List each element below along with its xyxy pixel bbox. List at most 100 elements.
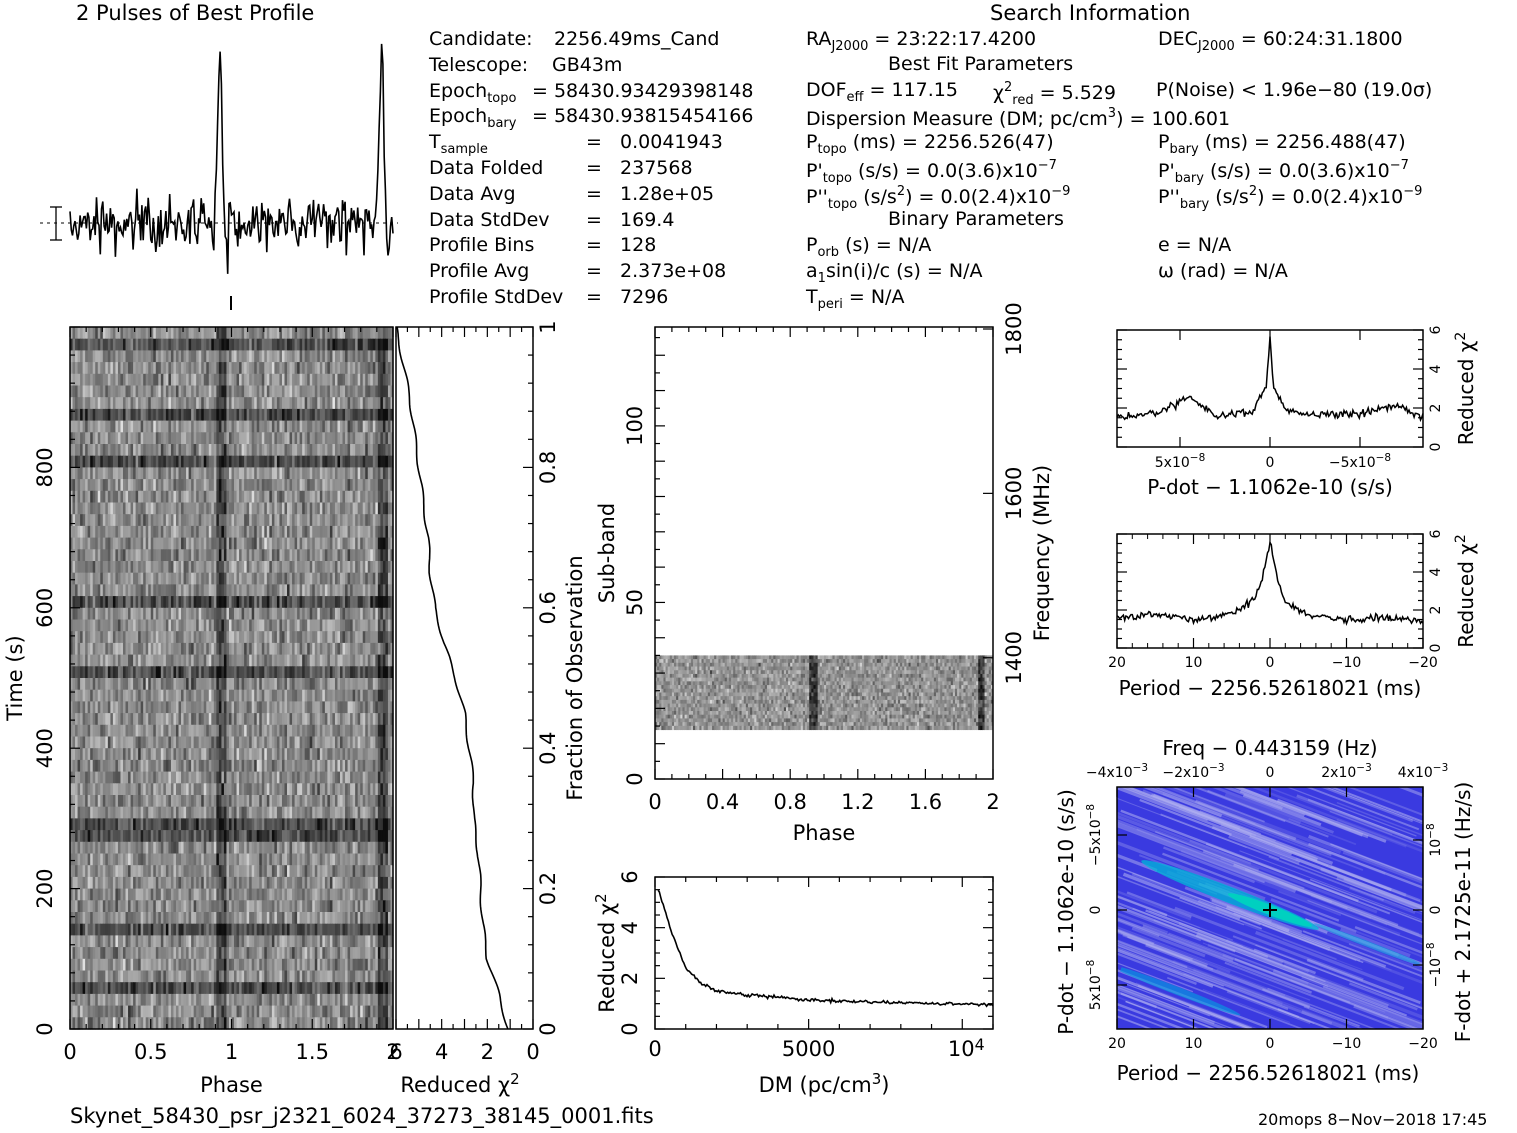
tp-cell [231, 596, 235, 609]
tp-cell [241, 584, 245, 597]
tp-cell [322, 502, 326, 515]
tp-cell [138, 642, 142, 656]
tp-cell [302, 561, 306, 574]
tp-cell [70, 397, 74, 410]
tp-cell [208, 502, 212, 515]
tp-cell [370, 701, 374, 714]
tp-cell [271, 619, 275, 632]
tp-cell [287, 537, 291, 550]
tp-cell [198, 642, 202, 656]
tp-cell [319, 514, 323, 527]
tp-cell [387, 479, 392, 492]
tp-cell [122, 327, 127, 340]
tp-cell [206, 362, 210, 375]
tp-cell [148, 561, 152, 574]
tp-cell [236, 619, 240, 632]
tp-cell [332, 584, 336, 597]
tp-cell [75, 490, 79, 504]
tp-cell [122, 654, 127, 667]
tp-cell [80, 642, 84, 656]
tp-cell [372, 514, 376, 527]
tp-cell [218, 631, 222, 644]
tp-cell [322, 408, 326, 422]
tp-cell [90, 479, 94, 492]
tp-cell [168, 502, 172, 515]
tp-cell [239, 561, 243, 574]
tp-cell [324, 514, 328, 527]
tp-cell [234, 397, 238, 410]
tp-cell [231, 607, 235, 621]
tp-cell [249, 689, 253, 702]
tp-cell [347, 444, 351, 457]
tp-cell [297, 408, 301, 422]
tp-cell [85, 701, 89, 714]
tp-cell [158, 666, 162, 679]
tp-cell [302, 362, 306, 375]
tp-cell [213, 338, 217, 351]
tp-cell [102, 338, 106, 351]
tp-cell [387, 373, 392, 387]
tp-cell [145, 502, 149, 515]
tp-cell [390, 467, 394, 480]
tp-cell [360, 385, 364, 398]
tp-cell [340, 408, 344, 422]
tp-cell [340, 654, 344, 667]
tp-cell [90, 561, 94, 574]
tp-cell [196, 479, 200, 492]
tp-cell [297, 572, 301, 585]
tp-cell [143, 479, 147, 492]
tp-cell [266, 467, 270, 480]
tp-cell [82, 642, 86, 656]
tp-cell [145, 479, 149, 492]
tp-cell [117, 490, 122, 504]
tp-cell [256, 479, 260, 492]
tp-cell [355, 596, 359, 609]
tp-cell [337, 338, 341, 351]
tp-cell [241, 467, 245, 480]
tp-cell [115, 350, 119, 363]
tp-cell [297, 502, 301, 515]
tp-cell [148, 584, 152, 597]
tp-cell [145, 537, 149, 550]
tp-cell [168, 537, 172, 550]
tp-cell [261, 444, 265, 457]
tp-cell [228, 385, 233, 398]
tp-cell [234, 502, 238, 515]
tp-cell [261, 642, 265, 656]
tp-cell [193, 654, 197, 667]
tp-cell [347, 525, 351, 539]
tp-cell [337, 701, 341, 714]
tp-cell [191, 420, 195, 433]
tp-cell [251, 362, 255, 375]
tp-cell [246, 514, 250, 527]
tp-cell [329, 607, 334, 621]
tp-cell [241, 338, 245, 351]
tp-cell [304, 689, 308, 702]
tp-cell [170, 479, 175, 492]
tp-cell [92, 525, 96, 539]
tp-cell [340, 631, 344, 644]
tp-cell [221, 642, 225, 656]
tp-cell [256, 350, 260, 363]
tp-cell [198, 467, 202, 480]
tp-cell [198, 525, 202, 539]
tp-cell [375, 666, 379, 679]
tp-cell [82, 502, 86, 515]
tp-cell [115, 666, 119, 679]
tp-cell [269, 502, 273, 515]
tp-cell [357, 549, 361, 562]
tp-cell [269, 525, 273, 539]
tp-cell [319, 432, 323, 445]
tp-cell [236, 584, 240, 597]
tp-cell [251, 432, 255, 445]
tp-cell [251, 537, 255, 550]
tp-cell [390, 385, 394, 398]
tp-cell [332, 701, 336, 714]
tp-cell [276, 467, 281, 480]
tp-cell [120, 514, 124, 527]
tp-cell [302, 432, 306, 445]
tp-cell [221, 572, 225, 585]
tp-cell [241, 362, 245, 375]
tp-cell [319, 479, 323, 492]
tp-cell [322, 467, 326, 480]
